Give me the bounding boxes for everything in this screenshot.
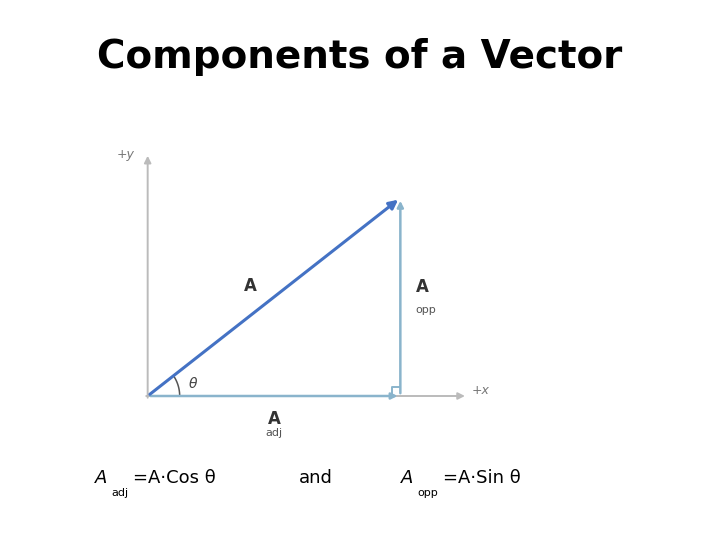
Text: Components of a Vector: Components of a Vector <box>97 38 623 76</box>
Text: =A·Cos θ: =A·Cos θ <box>133 469 216 487</box>
Text: adj: adj <box>266 428 282 437</box>
Text: opp: opp <box>415 305 436 315</box>
Text: opp: opp <box>418 488 438 498</box>
Text: A: A <box>415 278 428 296</box>
Text: $A$: $A$ <box>94 469 107 487</box>
Text: $\theta$: $\theta$ <box>187 376 198 391</box>
Text: +x: +x <box>472 384 490 397</box>
Text: and: and <box>299 469 333 487</box>
Text: =A·Sin θ: =A·Sin θ <box>443 469 521 487</box>
Text: $A$: $A$ <box>400 469 413 487</box>
Text: +y: +y <box>117 148 135 161</box>
Text: adj: adj <box>112 488 129 498</box>
Text: A: A <box>268 409 281 428</box>
Text: A: A <box>244 277 257 295</box>
